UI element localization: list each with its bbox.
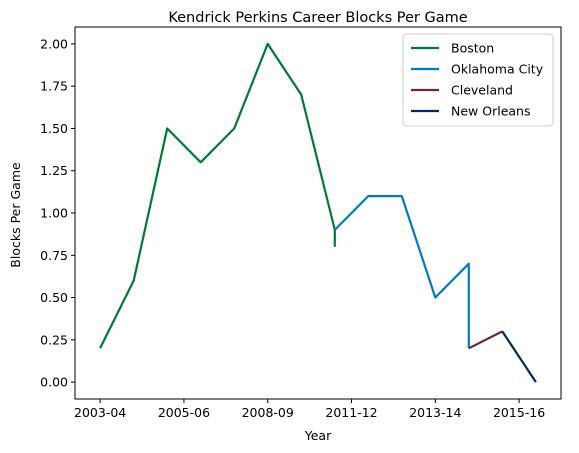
y-tick-label: 0.25	[40, 332, 68, 347]
y-tick-label: 0.50	[40, 290, 68, 305]
legend-label: Cleveland	[451, 83, 513, 98]
x-tick-label: 2003-04	[74, 405, 126, 420]
x-axis-ticks: 2003-04 2005-06 2008-09 2011-12 2013-14 2015-…	[74, 399, 545, 420]
x-tick-label: 2008-09	[242, 405, 294, 420]
x-tick-label: 2013-14	[409, 405, 461, 420]
legend: Boston Oklahoma City Cleveland New Orleans	[402, 33, 554, 127]
y-tick-label: 0.75	[40, 248, 68, 263]
series-line-oklahoma-city	[334, 195, 470, 349]
chart-title: Kendrick Perkins Career Blocks Per Game	[168, 10, 467, 26]
y-tick-label: 1.75	[40, 79, 68, 94]
x-tick-label: 2005-06	[158, 405, 210, 420]
legend-box	[402, 33, 554, 127]
series-line-boston	[99, 42, 336, 349]
y-tick-label: 1.25	[40, 163, 68, 178]
x-axis-label: Year	[304, 428, 332, 443]
y-tick-label: 1.50	[40, 121, 68, 136]
y-axis-label: Blocks Per Game	[8, 162, 23, 268]
series-line-cleveland	[468, 330, 503, 350]
y-tick-label: 0.00	[40, 375, 68, 390]
series-layer	[99, 42, 537, 383]
legend-label: Oklahoma City	[451, 62, 544, 77]
y-tick-label: 1.00	[40, 206, 68, 221]
y-tick-label: 2.00	[40, 36, 68, 51]
legend-label: Boston	[451, 41, 494, 56]
y-axis-ticks: 0.00 0.25 0.50 0.75 1.00 1.25 1.50 1.75 2.00	[40, 36, 75, 390]
series-line-new-orleans	[501, 330, 537, 383]
legend-label: New Orleans	[451, 104, 530, 119]
x-tick-label: 2011-12	[325, 405, 377, 420]
x-tick-label: 2015-16	[493, 405, 545, 420]
